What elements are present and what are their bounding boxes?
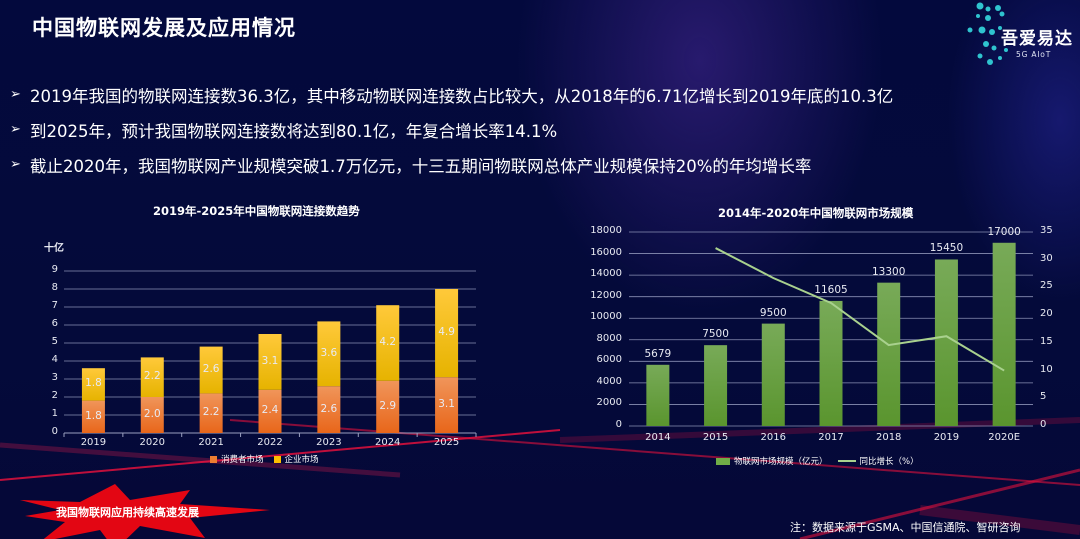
page-title: 中国物联网发展及应用情况	[32, 16, 296, 40]
bar-value-label: 2.2	[143, 370, 161, 383]
arrow-bullet-icon: ➢	[10, 87, 21, 102]
x-axis-tick: 2020E	[988, 432, 1021, 443]
x-axis-tick: 2023	[316, 437, 342, 448]
y-axis-tick: 1	[51, 408, 58, 419]
callout-text: 我国物联网应用持续高速发展	[56, 506, 199, 519]
bullet-item: ➢ 到2025年，预计我国物联网连接数将达到80.1亿，年复合增长率14.1%	[10, 112, 893, 147]
bar-value-label: 1.8	[85, 409, 102, 422]
bar-value-label: 11605	[814, 283, 848, 296]
bar-value-label: 13300	[872, 265, 906, 278]
right-chart-title: 2014年-2020年中国物联网市场规模	[718, 206, 914, 220]
x-axis-tick: 2021	[198, 437, 224, 448]
y-axis-tick: 2000	[596, 397, 622, 409]
logo-name: 吾爱易达	[1001, 29, 1073, 49]
y-axis-tick: 5	[51, 336, 58, 347]
bullet-item: ➢ 2019年我国的物联网连接数36.3亿，其中移动物联网连接数占比较大，从20…	[10, 77, 893, 112]
y2-axis-tick: 20	[1040, 308, 1053, 320]
bar-value-label: 2.2	[202, 406, 220, 419]
bullet-text: 2019年我国的物联网连接数36.3亿，其中移动物联网连接数占比较大，从2018…	[30, 86, 894, 106]
y-axis-tick: 0	[51, 426, 58, 437]
y-axis-tick: 0	[615, 419, 622, 430]
bullet-list: ➢ 2019年我国的物联网连接数36.3亿，其中移动物联网连接数占比较大，从20…	[10, 77, 893, 182]
bar-value-label: 2.9	[379, 399, 397, 412]
bar-value-label: 3.1	[438, 398, 455, 411]
x-axis-tick: 2015	[702, 432, 729, 443]
legend-label: 企业市场	[284, 455, 319, 465]
x-axis-tick: 2017	[818, 432, 844, 443]
legend-label: 物联网市场规模（亿元）	[734, 457, 828, 467]
bar-value-label: 2.6	[320, 402, 338, 415]
y-axis-tick: 16000	[590, 246, 622, 258]
y2-axis-tick: 30	[1040, 252, 1053, 264]
bar-value-label: 1.8	[85, 377, 102, 390]
x-axis-tick: 2016	[760, 432, 786, 443]
y-axis-tick: 4	[51, 354, 58, 365]
y-axis-tick: 7	[51, 300, 58, 311]
left-chart-y-unit: 十亿	[44, 243, 64, 254]
x-axis-tick: 2024	[374, 437, 401, 448]
y-axis-tick: 8	[51, 282, 58, 293]
y-axis-tick: 9	[51, 264, 58, 275]
logo-dots-icon	[967, 2, 1008, 65]
y-axis-tick: 18000	[590, 225, 622, 236]
logo-tagline: 5G AIoT	[1016, 50, 1052, 59]
x-axis-tick: 2019	[80, 437, 107, 448]
bar-value-label: 17000	[987, 225, 1021, 238]
y-axis-tick: 3	[51, 372, 58, 383]
bar-value-label: 3.1	[261, 354, 279, 367]
bar-value-label: 4.9	[438, 326, 455, 339]
bar-value-label: 7500	[702, 328, 729, 341]
arrow-bullet-icon: ➢	[10, 122, 21, 137]
bullet-text: 截止2020年，我国物联网产业规模突破1.7万亿元，十三五期间物联网总体产业规模…	[30, 156, 812, 176]
arrow-bullet-icon: ➢	[10, 157, 21, 172]
legend-swatch-icon	[716, 457, 730, 465]
bullet-item: ➢ 截止2020年，我国物联网产业规模突破1.7万亿元，十三五期间物联网总体产业…	[10, 147, 893, 182]
y-axis-tick: 2	[51, 390, 58, 401]
y2-axis-tick: 35	[1040, 225, 1053, 236]
y-axis-tick: 4000	[596, 375, 622, 387]
legend-label: 同比增长（%）	[859, 457, 919, 467]
bar-value-label: 5679	[644, 347, 672, 360]
y-axis-tick: 14000	[590, 268, 622, 280]
bar-value-label: 2.4	[261, 404, 279, 417]
y-axis-tick: 8000	[596, 332, 622, 344]
legend-label: 消费者市场	[221, 455, 264, 465]
legend-item-growth: 同比增长（%）	[837, 455, 919, 467]
bar-value-label: 3.6	[320, 346, 338, 359]
starburst-callout-icon	[20, 484, 270, 539]
y-axis-tick: 6000	[596, 354, 622, 366]
bar-value-label: 2.0	[143, 408, 161, 420]
y-axis-tick: 6	[51, 318, 58, 329]
left-chart-legend: 消费者市场 企业市场	[210, 453, 329, 465]
right-chart-legend: 物联网市场规模（亿元） 同比增长（%）	[716, 455, 929, 467]
legend-item-consumer: 消费者市场	[210, 453, 264, 465]
bullet-text: 到2025年，预计我国物联网连接数将达到80.1亿，年复合增长率14.1%	[30, 121, 558, 141]
bar-value-label: 2.6	[202, 363, 220, 375]
y2-axis-tick: 0	[1040, 419, 1047, 430]
x-axis-tick: 2025	[433, 437, 460, 448]
x-axis-tick: 2020	[139, 437, 165, 448]
y2-axis-tick: 25	[1040, 280, 1053, 292]
left-chart-title: 2019年-2025年中国物联网连接数趋势	[153, 204, 360, 218]
bar-value-label: 15450	[929, 242, 964, 255]
x-axis-tick: 2014	[645, 432, 671, 443]
legend-swatch-icon	[273, 455, 281, 463]
legend-item-enterprise: 企业市场	[273, 453, 319, 465]
y2-axis-tick: 10	[1040, 363, 1053, 375]
bar-value-label: 9500	[759, 306, 787, 319]
y2-axis-tick: 5	[1040, 391, 1047, 403]
x-axis-tick: 2018	[875, 432, 902, 443]
legend-item-market-size: 物联网市场规模（亿元）	[716, 455, 828, 467]
y2-axis-tick: 15	[1040, 335, 1053, 347]
legend-swatch-icon	[210, 455, 217, 463]
legend-line-icon	[837, 460, 856, 462]
bar-value-label: 4.2	[379, 336, 397, 348]
y-axis-tick: 10000	[590, 311, 622, 323]
x-axis-tick: 2022	[257, 437, 283, 448]
x-axis-tick: 2019	[933, 432, 960, 443]
y-axis-tick: 12000	[590, 289, 622, 301]
source-note: 注：数据来源于GSMA、中国信通院、智研咨询	[790, 521, 1021, 534]
